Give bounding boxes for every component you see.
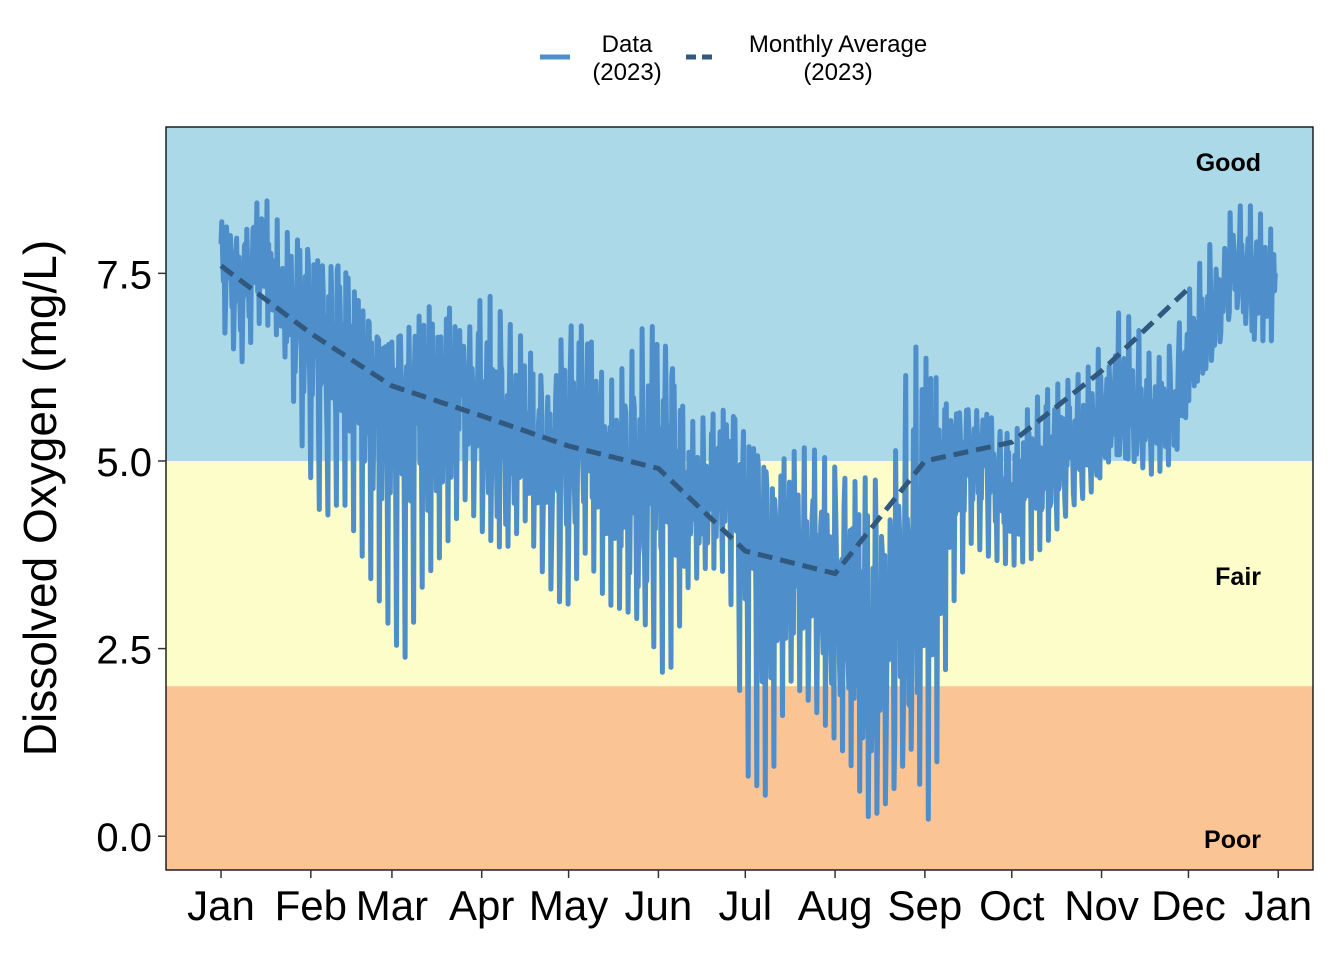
x-tick-label: May bbox=[529, 882, 608, 929]
x-tick-label: Jan bbox=[187, 882, 255, 929]
zone-label-poor: Poor bbox=[1204, 826, 1261, 854]
zone-label-fair: Fair bbox=[1215, 563, 1261, 591]
zone-labels: Poor Fair Good bbox=[1196, 149, 1262, 854]
x-tick-label: Apr bbox=[449, 882, 514, 929]
plot-panel: Poor Fair Good bbox=[165, 126, 1314, 871]
legend-label-average: Monthly Average (2023) bbox=[749, 31, 927, 86]
x-tick-label: Mar bbox=[356, 882, 428, 929]
band-poor bbox=[166, 686, 1313, 870]
y-axis-title: Dissolved Oxygen (mg/L) bbox=[14, 240, 66, 756]
y-axis: 0.0 2.5 5.0 7.5 bbox=[96, 253, 166, 860]
legend: Data (2023) Monthly Average (2023) bbox=[540, 31, 927, 86]
y-tick-label: 2.5 bbox=[96, 629, 152, 673]
x-tick-label: Aug bbox=[798, 882, 873, 929]
y-tick-label: 5.0 bbox=[96, 441, 152, 485]
x-tick-label: Sep bbox=[888, 882, 963, 929]
x-tick-label: Jul bbox=[718, 882, 772, 929]
x-axis: Jan Feb Mar Apr May Jun Jul Aug Sep Oct Nov Dec Jan bbox=[187, 870, 1312, 929]
x-tick-label: Jun bbox=[625, 882, 693, 929]
x-tick-label: Dec bbox=[1151, 882, 1226, 929]
x-tick-label: Nov bbox=[1064, 882, 1139, 929]
panel-border bbox=[165, 126, 1314, 871]
x-tick-label: Jan bbox=[1244, 882, 1312, 929]
y-tick-label: 7.5 bbox=[96, 253, 152, 297]
y-tick-label: 0.0 bbox=[96, 816, 152, 860]
series-line-data bbox=[218, 198, 1278, 822]
legend-label-data: Data (2023) bbox=[592, 31, 661, 86]
series-line-monthly-average bbox=[219, 263, 1191, 577]
x-tick-label: Oct bbox=[979, 882, 1045, 929]
zone-label-good: Good bbox=[1196, 149, 1261, 177]
x-tick-label: Feb bbox=[275, 882, 347, 929]
